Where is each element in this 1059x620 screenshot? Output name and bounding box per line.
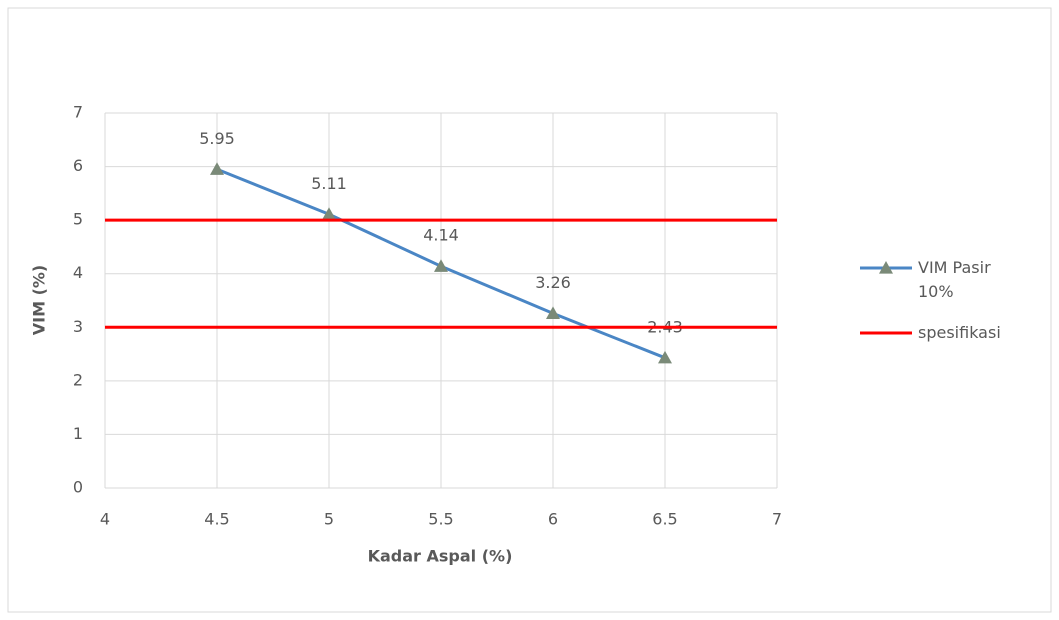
x-tick-label: 4 xyxy=(100,510,110,529)
marker xyxy=(322,207,336,220)
data-label: 3.26 xyxy=(535,273,571,292)
y-tick-label: 1 xyxy=(73,424,83,443)
legend-marker xyxy=(879,261,893,274)
marker xyxy=(546,306,560,319)
marker xyxy=(434,259,448,272)
y-tick-label: 0 xyxy=(73,478,83,497)
x-tick-label: 4.5 xyxy=(204,510,229,529)
x-tick-label: 5.5 xyxy=(428,510,453,529)
y-tick-label: 4 xyxy=(73,263,83,282)
x-tick-label: 7 xyxy=(772,510,782,529)
x-axis-title: Kadar Aspal (%) xyxy=(368,547,513,566)
data-label: 5.95 xyxy=(199,129,235,148)
x-tick-label: 5 xyxy=(324,510,334,529)
legend-label: spesifikasi xyxy=(918,323,1001,342)
marker xyxy=(658,350,672,364)
y-tick-label: 7 xyxy=(73,103,83,122)
data-label: 4.14 xyxy=(423,226,459,245)
y-tick-label: 3 xyxy=(73,317,83,336)
legend-label: VIM Pasir 10% xyxy=(918,258,991,301)
y-tick-label: 6 xyxy=(73,156,83,175)
x-tick-label: 6.5 xyxy=(652,510,677,529)
data-label: 5.11 xyxy=(311,174,347,193)
y-tick-label: 2 xyxy=(73,370,83,389)
y-axis-title: VIM (%) xyxy=(30,265,49,335)
x-tick-label: 6 xyxy=(548,510,558,529)
chart-border xyxy=(7,7,1052,613)
y-tick-label: 5 xyxy=(73,210,83,229)
marker xyxy=(210,162,224,175)
